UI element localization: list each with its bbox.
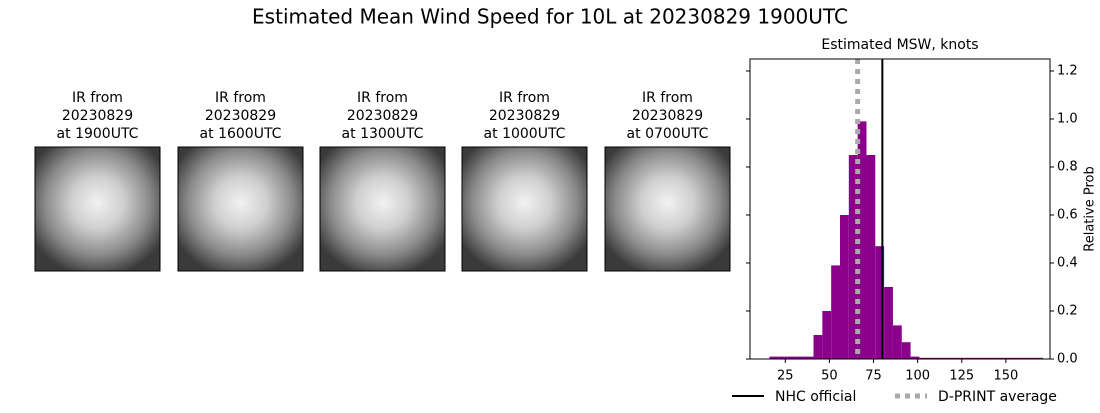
panel-title: IR from (72, 90, 123, 106)
bar (787, 356, 796, 359)
y-tick-label: 0.6 (1057, 208, 1078, 223)
ir-image (177, 146, 304, 272)
legend-label: D-PRINT average (938, 389, 1057, 405)
panel-title: IR from (357, 90, 408, 106)
y-tick-label: 0.0 (1057, 352, 1078, 367)
panel-title: 20230829 (632, 108, 703, 124)
bar (831, 265, 840, 359)
panel-title: at 1600UTC (200, 126, 282, 142)
bar (998, 357, 1008, 359)
y-tick-label: 1.0 (1057, 112, 1078, 127)
x-tick-label: 75 (865, 369, 882, 384)
ir-image (319, 146, 446, 272)
bar (1007, 357, 1017, 359)
panel-title: IR from (215, 90, 266, 106)
bar (840, 215, 849, 359)
legend-label: NHC official (775, 389, 856, 405)
x-tick-label: 125 (949, 369, 974, 384)
panel-title: at 0700UTC (627, 126, 709, 142)
bar (990, 357, 999, 359)
y-tick-label: 1.2 (1057, 64, 1078, 79)
axes-frame (749, 58, 1051, 360)
bar (919, 357, 929, 359)
x-tick-label: 150 (993, 369, 1018, 384)
bar (875, 246, 885, 359)
panel-title: 20230829 (489, 108, 560, 124)
axes-title: Estimated MSW, knots (821, 37, 978, 53)
bar (778, 356, 788, 359)
panel-title: IR from (642, 90, 693, 106)
bar (972, 357, 982, 359)
bar (1034, 357, 1043, 359)
y-tick-label: 0.2 (1057, 304, 1078, 319)
figure-title: Estimated Mean Wind Speed for 10L at 202… (252, 5, 848, 29)
panel-title: IR from (499, 90, 550, 106)
ir-image (604, 146, 731, 272)
bar (1025, 357, 1035, 359)
bar (804, 356, 814, 359)
bar (981, 357, 990, 359)
bar (954, 357, 964, 359)
bar (884, 287, 893, 359)
bar (901, 342, 911, 359)
ir-image (461, 146, 588, 272)
ir-image (34, 146, 161, 272)
x-tick-label: 50 (821, 369, 838, 384)
bar (857, 121, 867, 360)
panel-title: 20230829 (205, 108, 276, 124)
panel-title: at 1300UTC (342, 126, 424, 142)
bar (769, 356, 779, 359)
panel-title: 20230829 (62, 108, 133, 124)
y-tick-label: 0.8 (1057, 160, 1078, 175)
bar (866, 155, 876, 359)
bar (945, 357, 955, 359)
bar (1016, 357, 1026, 359)
bar (928, 357, 938, 359)
x-tick-label: 25 (777, 369, 794, 384)
panel-title: 20230829 (347, 108, 418, 124)
bar (910, 356, 920, 359)
panel-title: at 1900UTC (57, 126, 139, 142)
bar (892, 325, 902, 359)
bar (848, 155, 858, 359)
y-axis-label: Relative Prob (1083, 166, 1098, 251)
bar (963, 357, 973, 359)
bar (813, 335, 823, 359)
x-tick-label: 100 (905, 369, 930, 384)
bar (795, 356, 805, 359)
y-tick-label: 0.4 (1057, 256, 1078, 271)
bar (937, 357, 946, 359)
panel-title: at 1000UTC (484, 126, 566, 142)
bar (822, 311, 832, 359)
